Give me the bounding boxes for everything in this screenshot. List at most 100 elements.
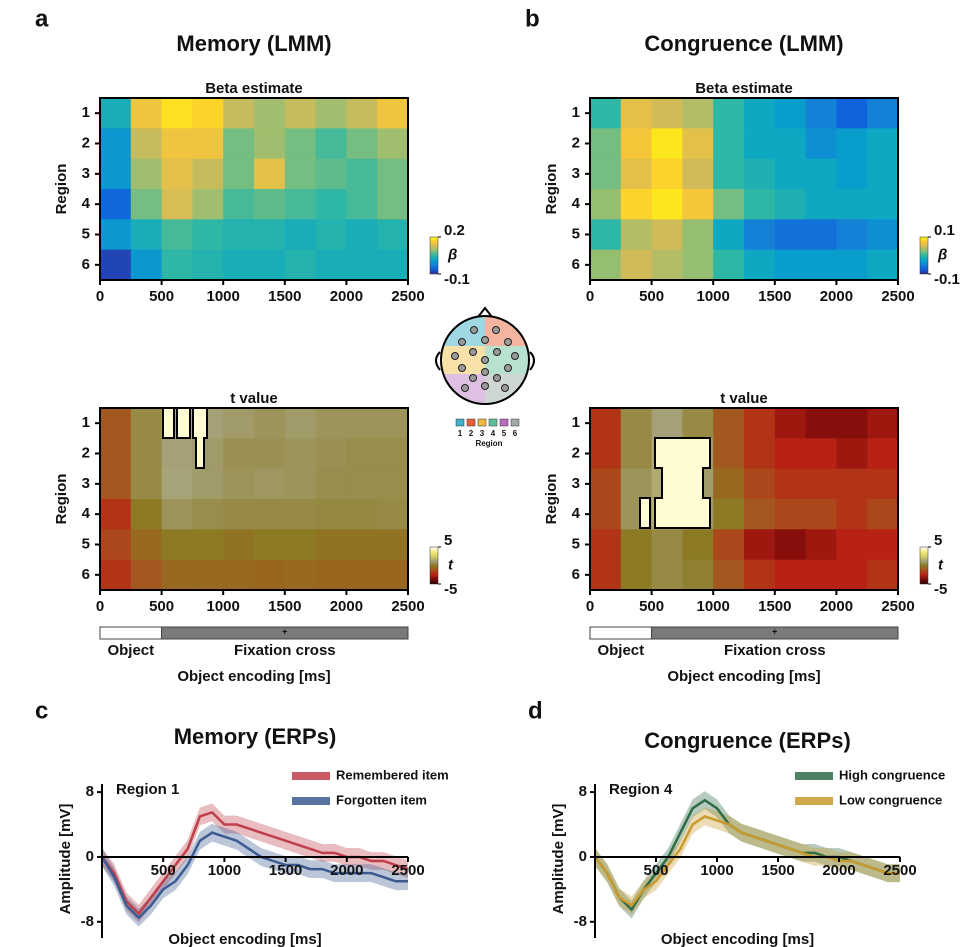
colorbar-tick-label: 5 <box>934 532 942 549</box>
heatmap-cell <box>775 499 806 530</box>
heatmap-cell <box>713 250 744 281</box>
heatmap-cell <box>346 529 377 560</box>
head-ear <box>436 352 440 370</box>
y-tick-label: 1 <box>572 104 580 121</box>
heatmap-cell <box>867 408 898 439</box>
heatmap-cell <box>775 219 806 250</box>
heatmap-cell <box>806 189 837 220</box>
heatmap-cell <box>775 529 806 560</box>
x-tick-label: 2500 <box>881 288 914 305</box>
heatmap-cell <box>285 438 316 469</box>
heatmap-cell <box>652 560 683 591</box>
x-tick-label: 500 <box>643 862 668 879</box>
heatmap-cell <box>346 189 377 220</box>
x-tick-label: 500 <box>151 862 176 879</box>
heatmap-cell <box>744 98 775 129</box>
x-tick-label: 500 <box>639 598 664 615</box>
panel-letter: d <box>528 697 543 724</box>
heatmap-cell <box>621 529 652 560</box>
heatmap-cell <box>377 98 408 129</box>
heatmap-cell <box>223 469 254 500</box>
figure: aMemory (LMM)Beta estimate123456Region05… <box>0 0 966 947</box>
heatmap-cell <box>346 499 377 530</box>
heatmap-cell <box>744 560 775 591</box>
heatmap-cell <box>346 98 377 129</box>
y-tick-label: 2 <box>82 444 90 461</box>
heatmap-cell <box>131 408 162 439</box>
heatmap-cell <box>713 529 744 560</box>
region-label: 2 <box>469 429 474 438</box>
heatmap-cell <box>806 469 837 500</box>
heatmap-cell <box>346 219 377 250</box>
heatmap-cell <box>285 159 316 190</box>
colorbar-label: t <box>938 556 944 573</box>
colorbar <box>920 547 928 584</box>
legend-label: Remembered item <box>336 767 449 782</box>
chart-title: Congruence (ERPs) <box>644 728 851 753</box>
heatmap-cell <box>713 408 744 439</box>
annotation: Region 1 <box>116 781 179 798</box>
heatmap-cell <box>223 438 254 469</box>
heatmap-cell <box>100 159 131 190</box>
heatmap-cell <box>621 189 652 220</box>
heatmap-cell <box>316 408 347 439</box>
heatmap-cell <box>316 98 347 129</box>
heatmap-cell <box>652 529 683 560</box>
heatmap-cell <box>131 159 162 190</box>
heatmap-cell <box>254 469 285 500</box>
region-label: 1 <box>458 429 463 438</box>
significant-cluster <box>163 408 174 438</box>
heatmap-cell <box>162 529 193 560</box>
x-tick-label: 500 <box>149 598 174 615</box>
y-tick-label: 5 <box>82 225 90 242</box>
heatmap-cell <box>867 529 898 560</box>
y-tick-label: 3 <box>572 165 580 182</box>
legend-label: High congruence <box>839 767 945 782</box>
heatmap-cell <box>652 408 683 439</box>
chart-title: Congruence (LMM) <box>644 31 843 56</box>
heatmap-cell <box>744 250 775 281</box>
heatmap-cell <box>100 219 131 250</box>
heatmap-cell <box>806 560 837 591</box>
heatmap-cell <box>285 98 316 129</box>
colorbar <box>430 547 438 584</box>
y-tick-label: 1 <box>572 414 580 431</box>
x-tick-label: 2500 <box>883 862 916 879</box>
heatmap-cell <box>100 408 131 439</box>
annotation: Region 4 <box>609 781 673 798</box>
heatmap-cell <box>775 408 806 439</box>
x-tick-label: 1000 <box>700 862 733 879</box>
heatmap-cell <box>744 408 775 439</box>
heatmap-cell <box>744 529 775 560</box>
heatmap-cell <box>192 529 223 560</box>
y-tick-label: 2 <box>572 444 580 461</box>
region-swatch <box>456 419 464 426</box>
heatmap-cell <box>682 408 713 439</box>
heatmap-cell <box>285 408 316 439</box>
heatmap-cell <box>652 98 683 129</box>
y-tick-label: 8 <box>86 783 94 800</box>
heatmap-cell <box>162 250 193 281</box>
heatmap-cell <box>254 219 285 250</box>
x-tick-label: 1000 <box>208 862 241 879</box>
heatmap-cell <box>162 98 193 129</box>
heatmap-cell <box>621 219 652 250</box>
heatmap-cell <box>346 408 377 439</box>
heatmap-cell <box>867 159 898 190</box>
heatmap-cell <box>590 438 621 469</box>
heatmap-cell <box>621 408 652 439</box>
heatmap-cell <box>100 529 131 560</box>
heatmap-cell <box>806 250 837 281</box>
heatmap-cell <box>131 469 162 500</box>
heatmap-cell <box>377 469 408 500</box>
region-label: 5 <box>502 429 507 438</box>
heatmap-cell <box>162 159 193 190</box>
heatmap-cell <box>100 128 131 159</box>
heatmap-cell <box>836 98 867 129</box>
heatmap-cell <box>346 250 377 281</box>
heatmap-cell <box>836 529 867 560</box>
heatmap-cell <box>316 529 347 560</box>
heatmap-cell <box>713 438 744 469</box>
x-tick-label: 0 <box>96 598 104 615</box>
heatmap-cell <box>652 219 683 250</box>
